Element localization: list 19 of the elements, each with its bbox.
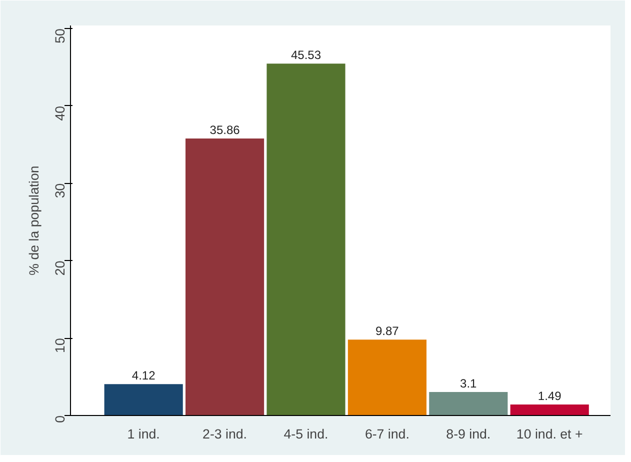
y-axis-title: % de la population	[26, 166, 42, 276]
data-label: 4.12	[132, 368, 156, 383]
y-tick-label: 40	[52, 106, 68, 121]
y-tick-label: 10	[52, 338, 68, 353]
x-tick-label: 10 ind. et +	[516, 426, 583, 442]
x-tick-label: 2-3 ind.	[202, 426, 248, 442]
data-label: 3.1	[460, 376, 478, 391]
y-tick-label: 20	[52, 260, 68, 276]
y-tick-label: 50	[52, 28, 68, 44]
data-label: 9.87	[376, 324, 400, 338]
data-label: 35.86	[210, 123, 240, 138]
y-tick-label: 0	[52, 415, 68, 423]
y-tick-label: 30	[52, 183, 68, 198]
x-tick-label: 4-5 ind.	[284, 426, 328, 442]
data-label: 1.49	[538, 388, 562, 403]
x-tick-label: 6-7 ind.	[364, 426, 410, 442]
data-label: 45.53	[290, 48, 322, 62]
x-tick-label: 8-9 ind.	[446, 426, 491, 442]
x-tick-label: 1 ind.	[127, 426, 160, 442]
